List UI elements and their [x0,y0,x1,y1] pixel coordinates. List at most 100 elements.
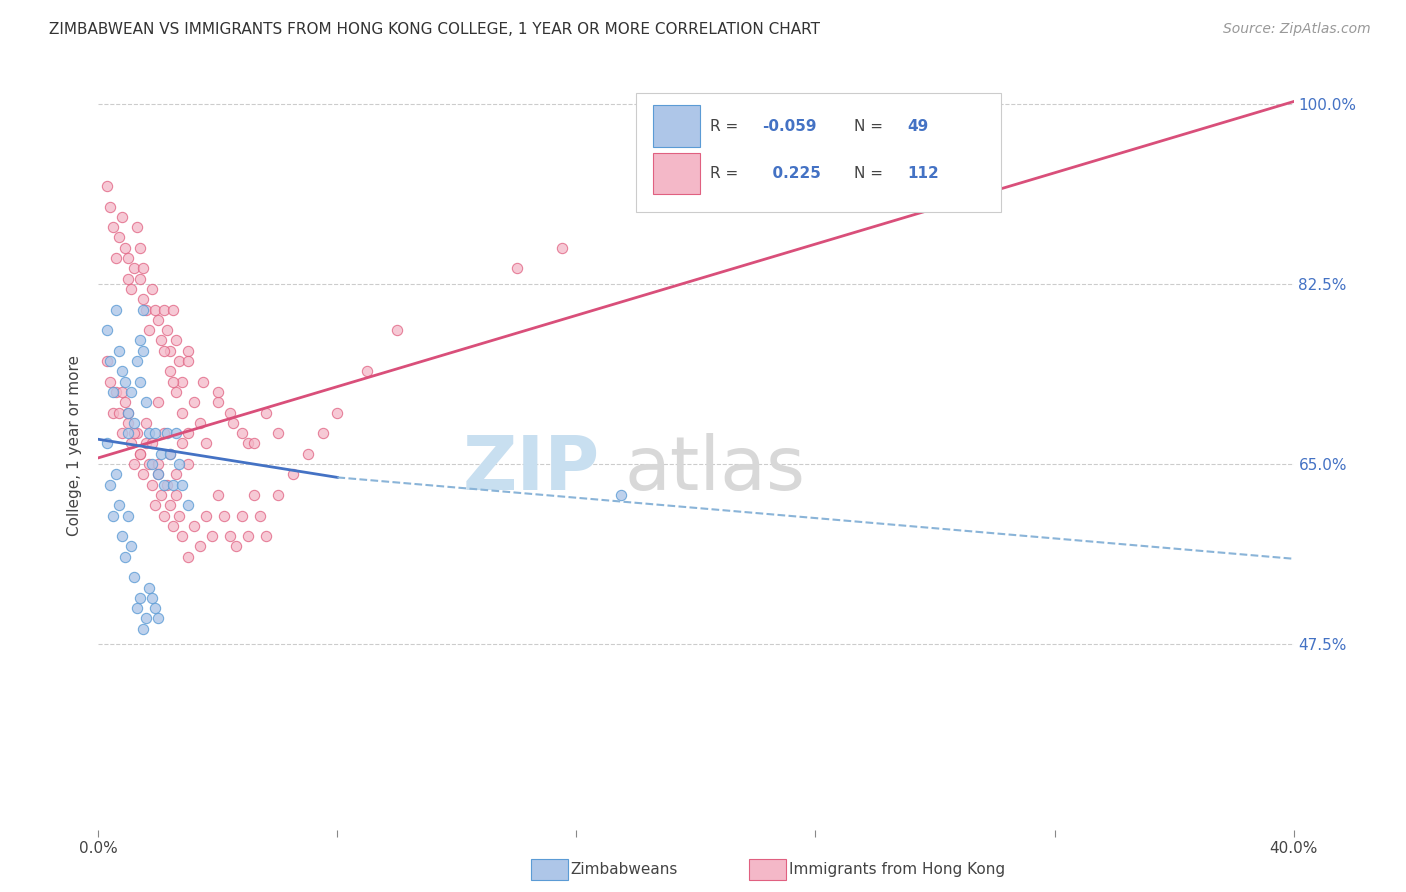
Point [135,395,157,409]
Text: Source: ZipAtlas.com: Source: ZipAtlas.com [1223,22,1371,37]
Point [138,581,160,595]
Point [207,488,229,502]
Point [108,343,131,358]
Point [96,179,118,194]
Point [177,426,200,441]
Point [135,302,157,317]
Point [177,498,200,512]
Text: ZIP: ZIP [463,433,600,506]
Point [219,405,242,419]
Point [108,405,131,419]
Point [219,529,242,543]
Point [114,395,136,409]
Point [153,343,176,358]
Point [117,416,139,430]
Point [225,540,247,554]
Point [138,426,160,441]
Point [610,488,633,502]
Point [98,375,122,389]
Point [111,426,134,441]
Point [127,601,149,615]
Point [141,477,163,491]
Point [162,477,184,491]
Point [153,477,176,491]
Point [172,436,194,450]
Point [159,498,181,512]
Point [267,488,290,502]
Point [129,447,152,461]
Point [138,457,160,471]
Point [111,384,134,399]
Point [124,426,146,441]
Point [117,508,139,523]
Point [165,467,187,482]
Point [114,375,136,389]
Point [153,426,176,441]
Point [138,323,160,337]
Point [135,436,157,450]
Point [195,508,218,523]
Point [165,334,187,348]
Point [153,508,176,523]
Point [143,601,166,615]
Point [183,395,205,409]
Y-axis label: College, 1 year or more: College, 1 year or more [67,356,83,536]
Point [162,518,184,533]
Point [117,251,139,265]
Text: Zimbabweans: Zimbabweans [571,863,678,877]
Text: R =: R = [710,119,744,134]
Point [550,241,572,255]
Point [231,426,253,441]
Point [267,426,290,441]
Point [311,426,333,441]
Point [249,508,271,523]
Point [132,261,155,276]
Point [177,549,200,564]
FancyBboxPatch shape [652,105,700,147]
Point [132,467,155,482]
Text: atlas: atlas [624,433,806,506]
Point [236,529,259,543]
Point [231,508,253,523]
Point [177,343,200,358]
Text: 112: 112 [907,166,939,181]
Point [254,529,277,543]
Point [120,282,142,296]
Point [132,293,155,307]
Point [132,343,155,358]
Point [103,384,125,399]
Point [120,384,142,399]
FancyBboxPatch shape [637,93,1001,212]
Point [172,529,194,543]
Point [356,364,378,378]
Point [108,230,131,244]
Text: ZIMBABWEAN VS IMMIGRANTS FROM HONG KONG COLLEGE, 1 YEAR OR MORE CORRELATION CHAR: ZIMBABWEAN VS IMMIGRANTS FROM HONG KONG … [49,22,820,37]
Point [96,436,118,450]
Point [162,375,184,389]
Point [191,375,214,389]
Point [117,405,139,419]
Point [243,488,266,502]
Point [120,436,142,450]
Text: Immigrants from Hong Kong: Immigrants from Hong Kong [789,863,1005,877]
Point [188,416,211,430]
Point [143,498,166,512]
Point [254,405,277,419]
Point [129,241,152,255]
Point [108,498,131,512]
Point [129,334,152,348]
Point [243,436,266,450]
Point [98,200,122,214]
Point [141,436,163,450]
Point [129,447,152,461]
Text: R =: R = [710,166,744,181]
Point [148,313,170,327]
Point [111,529,134,543]
Point [167,457,190,471]
Point [132,622,155,636]
Point [103,220,125,235]
Point [117,426,139,441]
Point [135,611,157,625]
Point [385,323,409,337]
Point [98,354,122,368]
